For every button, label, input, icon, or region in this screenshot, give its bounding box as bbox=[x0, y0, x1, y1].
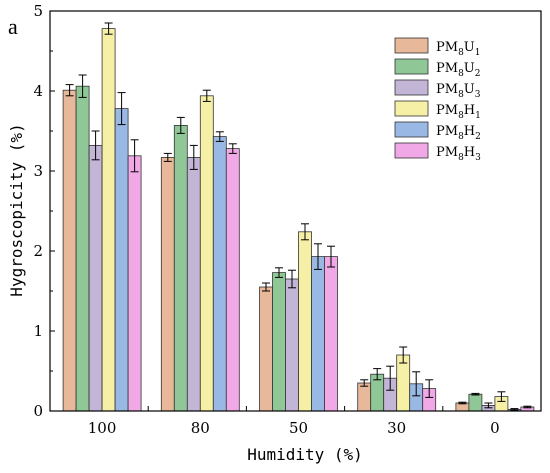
bar-PM8U2-80 bbox=[173, 125, 188, 412]
error-bar-PM8H3-80 bbox=[228, 143, 237, 154]
bar-PM8H3-100 bbox=[127, 155, 142, 412]
legend: PM8U1 PM8U2 PM8U3 PM8H1 PM8H2 PM8H3 bbox=[394, 37, 481, 163]
y-tick-label-1: 1 bbox=[33, 322, 43, 340]
panel-label: a bbox=[8, 14, 18, 39]
legend-item-PM8H1: PM8H1 bbox=[394, 100, 481, 121]
y-tick-label-5: 5 bbox=[33, 2, 43, 20]
error-bar-PM8H2-50 bbox=[314, 243, 322, 270]
error-bar-PM8U2-100 bbox=[78, 74, 87, 98]
y-axis-title: Hygroscopicity (%) bbox=[7, 123, 26, 296]
legend-label-PM8U2: PM8U2 bbox=[436, 61, 481, 79]
error-bar-PM8H2-30 bbox=[412, 371, 421, 397]
bar-PM8U3-50 bbox=[285, 278, 299, 412]
legend-swatch-PM8U2 bbox=[394, 58, 429, 75]
x-tick-label-80: 80 bbox=[191, 419, 210, 437]
bar-PM8U3-80 bbox=[186, 156, 201, 412]
bar-PM8U2-0 bbox=[468, 393, 483, 412]
bar-PM8H1-80 bbox=[199, 95, 214, 412]
legend-swatch-PM8U1 bbox=[394, 37, 429, 54]
legend-swatch-PM8U3 bbox=[394, 79, 429, 96]
error-bar-PM8U1-0 bbox=[458, 401, 467, 405]
bar-PM8H3-80 bbox=[225, 148, 240, 412]
error-bar-PM8H2-80 bbox=[215, 131, 224, 142]
legend-swatch-PM8H1 bbox=[394, 100, 429, 117]
bar-PM8U3-100 bbox=[88, 144, 103, 412]
bar-PM8H1-100 bbox=[101, 28, 116, 412]
error-bar-PM8H1-100 bbox=[104, 22, 113, 35]
bar-PM8H3-50 bbox=[324, 256, 338, 412]
x-tick-label-0: 0 bbox=[490, 419, 500, 437]
legend-swatch-PM8H2 bbox=[394, 121, 429, 138]
error-bar-PM8H3-30 bbox=[425, 379, 434, 398]
legend-item-PM8H3: PM8H3 bbox=[394, 142, 481, 163]
x-tick-label-50: 50 bbox=[289, 419, 308, 437]
legend-label-PM8H1: PM8H1 bbox=[436, 103, 481, 121]
bar-PM8U2-100 bbox=[75, 85, 90, 412]
legend-label-PM8H3: PM8H3 bbox=[436, 145, 481, 163]
bar-PM8U2-50 bbox=[272, 272, 286, 412]
error-bar-PM8U3-0 bbox=[484, 402, 493, 409]
error-bar-PM8H1-50 bbox=[301, 223, 309, 241]
error-bar-PM8U1-30 bbox=[360, 379, 369, 387]
bar-PM8H2-80 bbox=[212, 136, 227, 412]
bar-PM8U1-50 bbox=[259, 286, 273, 412]
error-bar-PM8H3-100 bbox=[130, 139, 139, 173]
legend-label-PM8U1: PM8U1 bbox=[436, 40, 481, 58]
x-axis-title: Humidity (%) bbox=[247, 445, 363, 464]
y-tick-label-2: 2 bbox=[33, 242, 43, 260]
error-bar-PM8U1-50 bbox=[262, 282, 270, 292]
legend-item-PM8H2: PM8H2 bbox=[394, 121, 481, 142]
legend-label-PM8H2: PM8H2 bbox=[436, 124, 481, 142]
error-bar-PM8H3-0 bbox=[523, 405, 532, 409]
error-bar-PM8U2-30 bbox=[373, 368, 382, 381]
error-bar-PM8U2-50 bbox=[275, 267, 283, 278]
error-bar-PM8U3-100 bbox=[91, 130, 100, 161]
bars-layer bbox=[62, 22, 535, 412]
bar-PM8H2-100 bbox=[114, 108, 129, 412]
error-bar-PM8U3-30 bbox=[386, 365, 395, 391]
error-bar-PM8H1-80 bbox=[202, 89, 211, 102]
bar-PM8H2-50 bbox=[311, 256, 325, 412]
x-tick-label-100: 100 bbox=[88, 419, 117, 437]
error-bar-PM8U3-80 bbox=[189, 144, 198, 170]
axes-layer: 0 1 2 3 4 5 100 80 50 30 0 bbox=[33, 2, 542, 437]
error-bar-PM8U2-0 bbox=[471, 392, 480, 396]
bar-PM8H1-50 bbox=[298, 231, 312, 412]
error-bar-PM8H1-30 bbox=[399, 346, 408, 364]
y-tick-label-4: 4 bbox=[33, 82, 43, 100]
error-bar-PM8H2-100 bbox=[117, 92, 126, 126]
error-bar-PM8H3-50 bbox=[327, 245, 335, 268]
legend-swatch-PM8H3 bbox=[394, 142, 429, 159]
error-bar-PM8U1-100 bbox=[65, 84, 74, 97]
y-tick-label-0: 0 bbox=[33, 402, 43, 420]
error-bar-PM8U3-50 bbox=[288, 269, 296, 289]
error-bar-PM8H2-0 bbox=[510, 408, 519, 411]
bar-PM8U1-100 bbox=[62, 89, 77, 412]
bar-PM8U1-80 bbox=[160, 156, 175, 412]
error-bar-PM8U2-80 bbox=[176, 116, 185, 134]
error-bar-PM8H1-0 bbox=[497, 391, 506, 402]
legend-item-PM8U3: PM8U3 bbox=[394, 79, 481, 100]
x-tick-label-30: 30 bbox=[387, 419, 406, 437]
error-bar-PM8U1-80 bbox=[163, 152, 172, 162]
legend-item-PM8U1: PM8U1 bbox=[394, 37, 481, 58]
bar-PM8U1-30 bbox=[357, 382, 372, 412]
legend-item-PM8U2: PM8U2 bbox=[394, 58, 481, 79]
legend-label-PM8U3: PM8U3 bbox=[436, 82, 481, 100]
y-tick-label-3: 3 bbox=[33, 162, 43, 180]
